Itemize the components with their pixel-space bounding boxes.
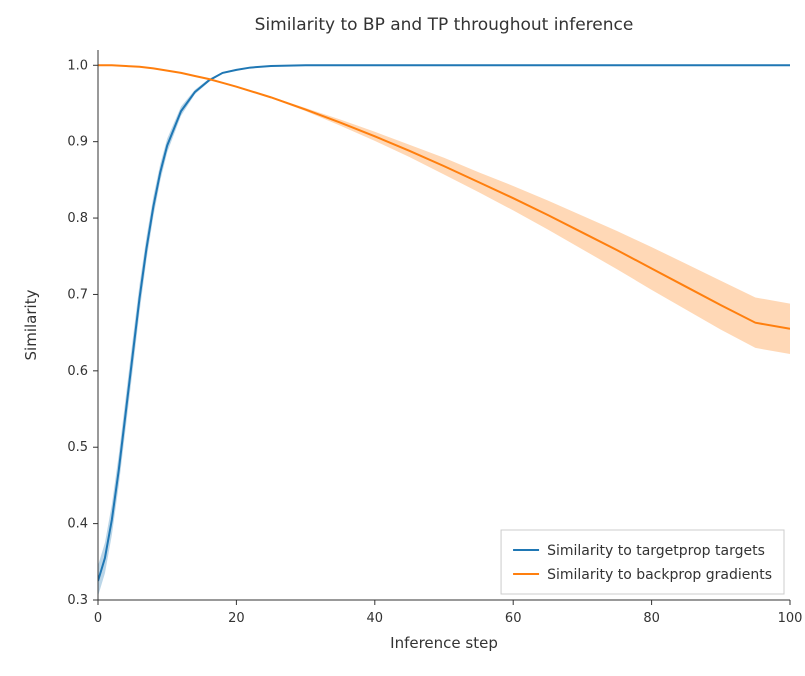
y-tick-label: 0.6 xyxy=(67,364,88,379)
x-tick-label: 0 xyxy=(94,611,102,626)
x-axis: 0 20 40 60 80 100 xyxy=(94,600,803,626)
band-backprop xyxy=(98,65,790,354)
y-tick-label: 0.8 xyxy=(67,211,88,226)
y-tick-label: 0.3 xyxy=(67,593,88,608)
y-tick-label: 0.7 xyxy=(67,287,88,302)
x-tick-label: 20 xyxy=(228,611,245,626)
chart-title: Similarity to BP and TP throughout infer… xyxy=(255,15,634,35)
x-tick-label: 40 xyxy=(367,611,384,626)
y-tick-label: 0.9 xyxy=(67,135,88,150)
confidence-bands xyxy=(98,65,790,596)
series-lines xyxy=(98,65,790,581)
legend-label: Similarity to targetprop targets xyxy=(547,543,765,559)
chart-container: Similarity to BP and TP throughout infer… xyxy=(0,0,805,676)
x-tick-label: 60 xyxy=(505,611,522,626)
legend-label: Similarity to backprop gradients xyxy=(547,567,772,583)
x-tick-label: 80 xyxy=(643,611,660,626)
band-targetprop xyxy=(98,65,790,596)
similarity-chart: Similarity to BP and TP throughout infer… xyxy=(0,0,805,676)
legend-box xyxy=(501,530,784,594)
y-tick-label: 1.0 xyxy=(67,58,88,73)
y-axis-label: Similarity xyxy=(22,289,40,360)
y-tick-label: 0.5 xyxy=(67,440,88,455)
x-tick-label: 100 xyxy=(778,611,803,626)
y-axis: 0.3 0.4 0.5 0.6 0.7 0.8 0.9 1.0 xyxy=(67,50,98,608)
line-targetprop xyxy=(98,65,790,581)
legend: Similarity to targetprop targets Similari… xyxy=(501,530,784,594)
x-axis-label: Inference step xyxy=(390,634,498,652)
y-tick-label: 0.4 xyxy=(67,517,88,532)
